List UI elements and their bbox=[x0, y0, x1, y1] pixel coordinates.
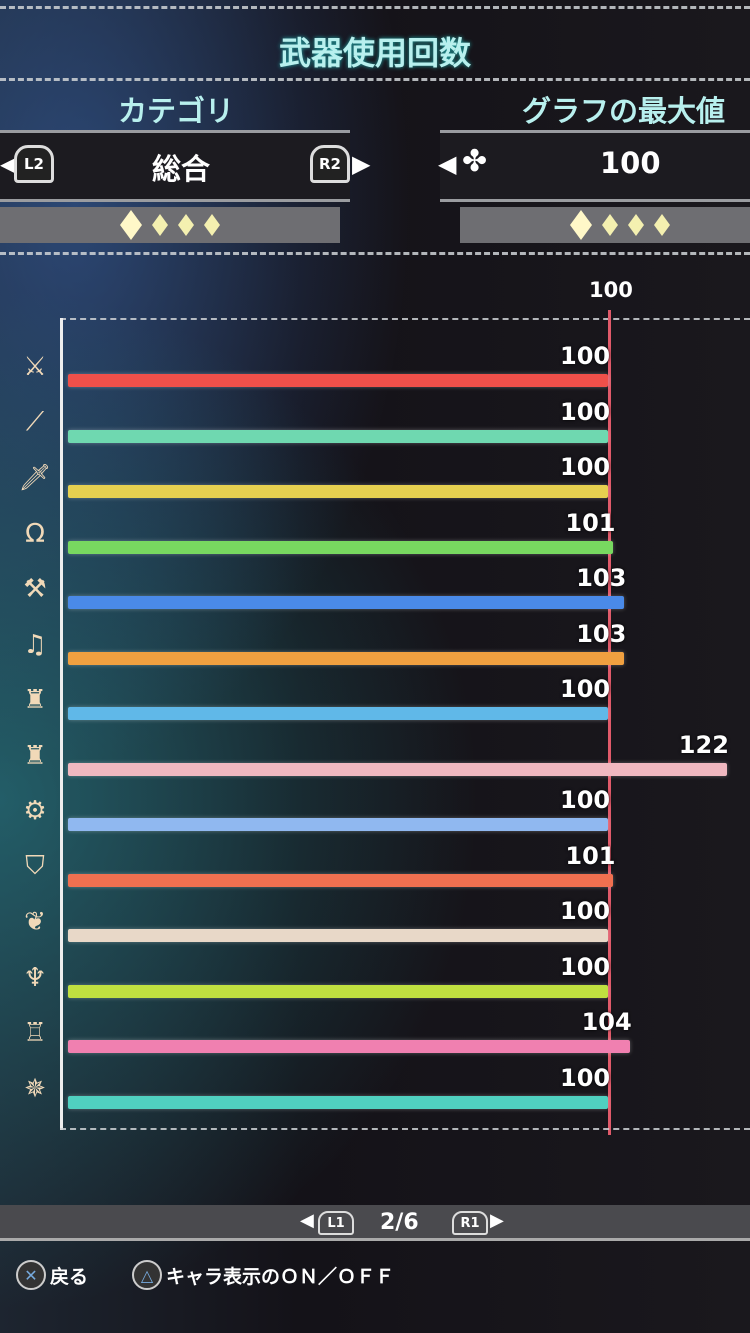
usage-value: 101 bbox=[565, 841, 616, 870]
usage-bar bbox=[68, 429, 608, 443]
bar-row: ♫ 103 bbox=[0, 620, 740, 682]
sword-and-shield-icon: 🗡 bbox=[18, 463, 52, 493]
r2-button[interactable]: R2 bbox=[310, 145, 350, 183]
divider bbox=[0, 78, 750, 81]
left-arrow-icon: ◀ bbox=[0, 150, 19, 178]
graph-max-label: グラフの最大値 bbox=[522, 94, 726, 128]
bar-row: ⚙ 100 bbox=[0, 786, 740, 848]
usage-bar bbox=[68, 929, 608, 942]
divider bbox=[0, 252, 750, 255]
usage-value: 100 bbox=[560, 952, 611, 981]
usage-value: 100 bbox=[560, 397, 611, 426]
usage-value: 100 bbox=[560, 1063, 611, 1092]
hunting-horn-icon: ♫ bbox=[23, 629, 47, 660]
bar-row: ⛉ 101 bbox=[0, 842, 740, 904]
usage-value: 100 bbox=[560, 342, 611, 370]
toggle-character-button[interactable]: △ キャラ表示のＯＮ／ＯＦＦ bbox=[132, 1260, 394, 1290]
bar-row: ♜ 100 bbox=[0, 675, 740, 737]
bar-row: ✵ 100 bbox=[0, 1064, 740, 1126]
hammer-icon: ⚒ bbox=[23, 574, 47, 604]
graph-max-value: 100 bbox=[600, 146, 661, 180]
page-dot bbox=[628, 214, 644, 236]
usage-value: 101 bbox=[565, 508, 616, 537]
usage-value: 100 bbox=[560, 897, 611, 925]
divider bbox=[0, 6, 750, 9]
usage-value: 100 bbox=[560, 786, 611, 814]
page-dot bbox=[602, 214, 618, 236]
bar-row: ⚔ 100 bbox=[0, 342, 740, 404]
page-dot-active bbox=[120, 210, 142, 240]
light-bowgun-icon: ♆ bbox=[23, 962, 47, 993]
usage-value: 104 bbox=[581, 1008, 632, 1036]
axis-bottom-line bbox=[60, 1128, 750, 1130]
usage-bar bbox=[68, 818, 608, 831]
y-axis bbox=[60, 318, 63, 1130]
bar-row: 🗡 100 bbox=[0, 453, 740, 515]
usage-bar bbox=[68, 1095, 608, 1109]
usage-value: 122 bbox=[678, 730, 729, 759]
usage-value: 100 bbox=[560, 675, 611, 703]
heavy-bowgun-icon: ♖ bbox=[23, 1018, 47, 1048]
bar-row: ♜ 122 bbox=[0, 731, 740, 793]
bar-row: ❦ 100 bbox=[0, 897, 740, 959]
bar-row: ♖ 104 bbox=[0, 1008, 740, 1070]
usage-bar bbox=[68, 485, 608, 498]
usage-bar bbox=[68, 596, 625, 609]
usage-bar bbox=[68, 1040, 630, 1053]
usage-bar bbox=[68, 707, 608, 720]
usage-value: 103 bbox=[576, 619, 627, 648]
great-sword-icon: ⚔ bbox=[23, 352, 47, 382]
page-dot-active bbox=[570, 210, 592, 240]
axis-max-label: 100 bbox=[589, 278, 633, 302]
page-dot bbox=[152, 214, 168, 236]
right-arrow-icon: ▶ bbox=[490, 1210, 504, 1231]
dpad-icon: ✤ bbox=[462, 144, 488, 179]
back-button[interactable]: ✕ 戻る bbox=[16, 1260, 88, 1290]
pager-bar bbox=[0, 1205, 750, 1241]
dual-blades-icon: Ω bbox=[25, 518, 45, 549]
back-label: 戻る bbox=[50, 1265, 89, 1288]
switch-axe-icon: ⚙ bbox=[23, 796, 47, 826]
graph-max-selector[interactable] bbox=[440, 130, 750, 202]
cross-button-icon: ✕ bbox=[16, 1260, 46, 1290]
toggle-label: キャラ表示のＯＮ／ＯＦＦ bbox=[166, 1265, 395, 1288]
page-indicator: 2/6 bbox=[380, 1210, 419, 1235]
usage-bar bbox=[68, 984, 608, 998]
graph-max-page-dots bbox=[460, 207, 750, 243]
bar-row: Ω 101 bbox=[0, 509, 740, 571]
bow-icon: ✵ bbox=[24, 1073, 46, 1104]
gunlance-icon: ♜ bbox=[23, 740, 47, 771]
category-selector[interactable] bbox=[0, 130, 350, 202]
usage-bar bbox=[68, 374, 608, 387]
l2-button[interactable]: L2 bbox=[14, 145, 54, 183]
page-dot bbox=[654, 214, 670, 236]
left-arrow-icon: ◀ bbox=[438, 150, 457, 178]
l1-button[interactable]: L1 bbox=[318, 1211, 354, 1235]
usage-bar bbox=[68, 540, 614, 554]
max-value-line bbox=[608, 310, 611, 1135]
long-sword-icon: ⟋ bbox=[25, 407, 45, 437]
page-dot bbox=[178, 214, 194, 236]
triangle-button-icon: △ bbox=[132, 1260, 162, 1290]
usage-bar bbox=[68, 651, 625, 665]
insect-glaive-icon: ❦ bbox=[24, 907, 46, 937]
page-title: 武器使用回数 bbox=[278, 34, 471, 72]
usage-bar bbox=[68, 762, 727, 776]
charge-blade-icon: ⛉ bbox=[25, 851, 45, 881]
bar-row: ♆ 100 bbox=[0, 953, 740, 1015]
usage-bar bbox=[68, 873, 614, 887]
lance-icon: ♜ bbox=[23, 685, 47, 715]
bar-row: ⚒ 103 bbox=[0, 564, 740, 626]
left-arrow-icon: ◀ bbox=[300, 1210, 314, 1231]
category-page-dots bbox=[0, 207, 340, 243]
usage-value: 103 bbox=[576, 564, 627, 592]
usage-value: 100 bbox=[560, 453, 611, 481]
right-arrow-icon: ▶ bbox=[352, 150, 371, 178]
category-value: 総合 bbox=[152, 152, 211, 186]
r1-button[interactable]: R1 bbox=[452, 1211, 488, 1235]
category-label: カテゴリ bbox=[118, 94, 235, 128]
axis-top-line bbox=[60, 318, 750, 320]
bar-row: ⟋ 100 bbox=[0, 398, 740, 460]
page-dot bbox=[204, 214, 220, 236]
